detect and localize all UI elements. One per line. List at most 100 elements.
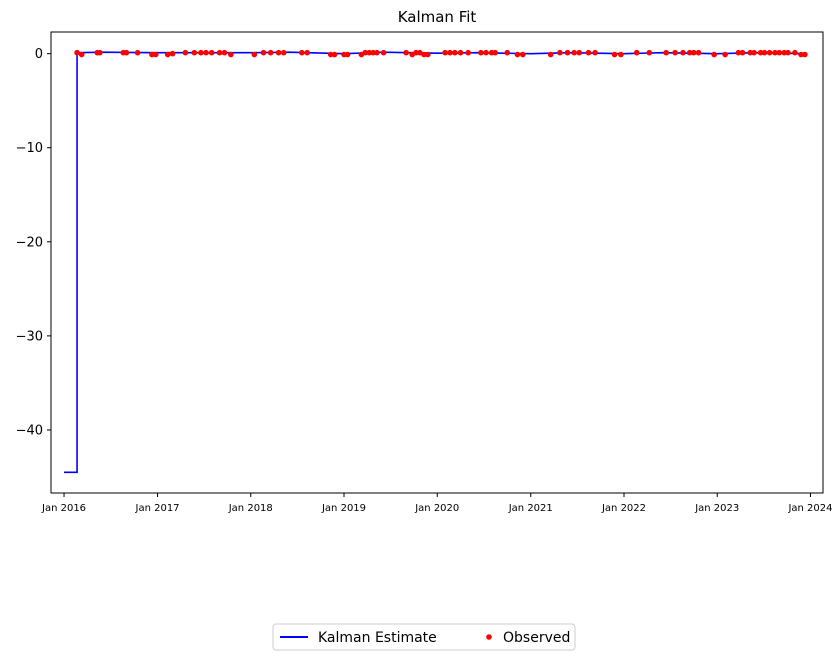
observed-point <box>465 49 471 56</box>
observed-point <box>618 51 624 58</box>
observed-point <box>78 51 85 58</box>
x-tick-label: Jan 2019 <box>321 503 366 514</box>
observed-point <box>761 49 768 56</box>
observed-point <box>739 49 746 56</box>
observed-point <box>425 51 431 58</box>
x-tick-label: Jan 2018 <box>228 503 273 514</box>
legend-frame <box>272 623 576 651</box>
observed-point <box>672 49 678 56</box>
observed-point <box>520 51 526 58</box>
observed-point <box>776 49 783 56</box>
observed-point <box>221 49 228 56</box>
observed-point <box>203 49 209 56</box>
observed-point <box>370 49 376 56</box>
observed-point <box>711 51 717 58</box>
observed-point <box>228 51 234 58</box>
observed-point <box>695 49 702 56</box>
plot-area <box>64 49 808 474</box>
observed-point <box>478 49 484 56</box>
observed-point <box>260 49 267 56</box>
observed-point <box>483 49 489 56</box>
observed-point <box>452 49 458 56</box>
observed-point <box>380 49 387 56</box>
observed-point <box>251 51 258 58</box>
observed-point <box>331 51 338 58</box>
observed-point <box>785 49 791 56</box>
observed-point <box>447 49 453 56</box>
observed-point <box>299 49 305 56</box>
observed-point <box>514 51 521 58</box>
observed-point <box>576 49 583 56</box>
observed-point <box>564 49 571 56</box>
observed-point <box>646 49 653 56</box>
observed-point <box>680 49 686 56</box>
observed-point <box>149 51 155 58</box>
legend-label-kalman-estimate: Kalman Estimate <box>318 630 437 646</box>
observed-point <box>766 49 773 56</box>
observed-point <box>772 49 778 56</box>
observed-point <box>169 50 176 57</box>
x-tick-label: Jan 2023 <box>694 503 739 514</box>
x-tick-label: Jan 2016 <box>41 503 86 514</box>
observed-point <box>421 51 427 58</box>
observed-point <box>74 49 80 56</box>
y-tick-label: −10 <box>16 141 43 156</box>
observed-point <box>457 49 464 56</box>
observed-point <box>571 49 577 56</box>
observed-point <box>267 49 274 56</box>
observed-point <box>781 49 787 56</box>
observed-point <box>757 49 764 56</box>
legend: Kalman Estimate Observed <box>272 623 576 651</box>
y-tick-label: −40 <box>16 423 43 438</box>
observed-point <box>686 49 693 56</box>
observed-point <box>362 49 369 56</box>
observed-point <box>182 49 189 56</box>
observed-point <box>366 49 373 56</box>
y-tick-label: 0 <box>35 47 43 62</box>
chart-title: Kalman Fit <box>398 8 477 26</box>
observed-point <box>611 51 618 58</box>
observed-point <box>275 49 282 56</box>
observed-point <box>344 51 351 58</box>
x-tick-label: Jan 2024 <box>787 503 832 514</box>
x-tick-label: Jan 2017 <box>135 503 180 514</box>
observed-point <box>798 51 804 58</box>
observed-point <box>751 49 757 56</box>
observed-point <box>164 51 171 58</box>
observed-point <box>547 51 554 58</box>
y-axis: 0 −10 −20 −30 −40 <box>16 47 51 438</box>
observed-point <box>403 49 409 56</box>
observed-point <box>690 49 697 56</box>
observed-point <box>327 51 334 58</box>
observed-point <box>413 49 419 56</box>
observed-point <box>492 49 499 56</box>
observed-point <box>96 49 103 56</box>
y-tick-label: −30 <box>16 329 43 344</box>
observed-point <box>663 49 669 56</box>
observed-point <box>304 49 311 56</box>
observed-point <box>374 49 380 56</box>
y-tick-label: −20 <box>16 235 43 250</box>
x-tick-label: Jan 2020 <box>414 503 459 514</box>
observed-point <box>585 49 592 56</box>
legend-dot-swatch <box>486 634 492 640</box>
observed-point <box>191 49 198 56</box>
observed-point <box>735 49 742 56</box>
observed-point <box>442 49 448 56</box>
legend-label-observed: Observed <box>503 630 570 646</box>
observed-point <box>198 49 204 56</box>
observed-point <box>802 51 808 58</box>
x-tick-label: Jan 2022 <box>601 503 646 514</box>
observed-point <box>208 49 215 56</box>
observed-point <box>633 49 640 56</box>
observed-point <box>152 51 159 58</box>
x-axis: Jan 2016 Jan 2017 Jan 2018 Jan 2019 Jan 2020… <box>41 493 833 514</box>
observed-point <box>123 49 130 56</box>
observed-point <box>504 49 511 56</box>
observed-point <box>216 49 223 56</box>
observed-point <box>722 51 728 58</box>
plot-frame <box>50 31 824 494</box>
observed-point <box>592 49 598 56</box>
